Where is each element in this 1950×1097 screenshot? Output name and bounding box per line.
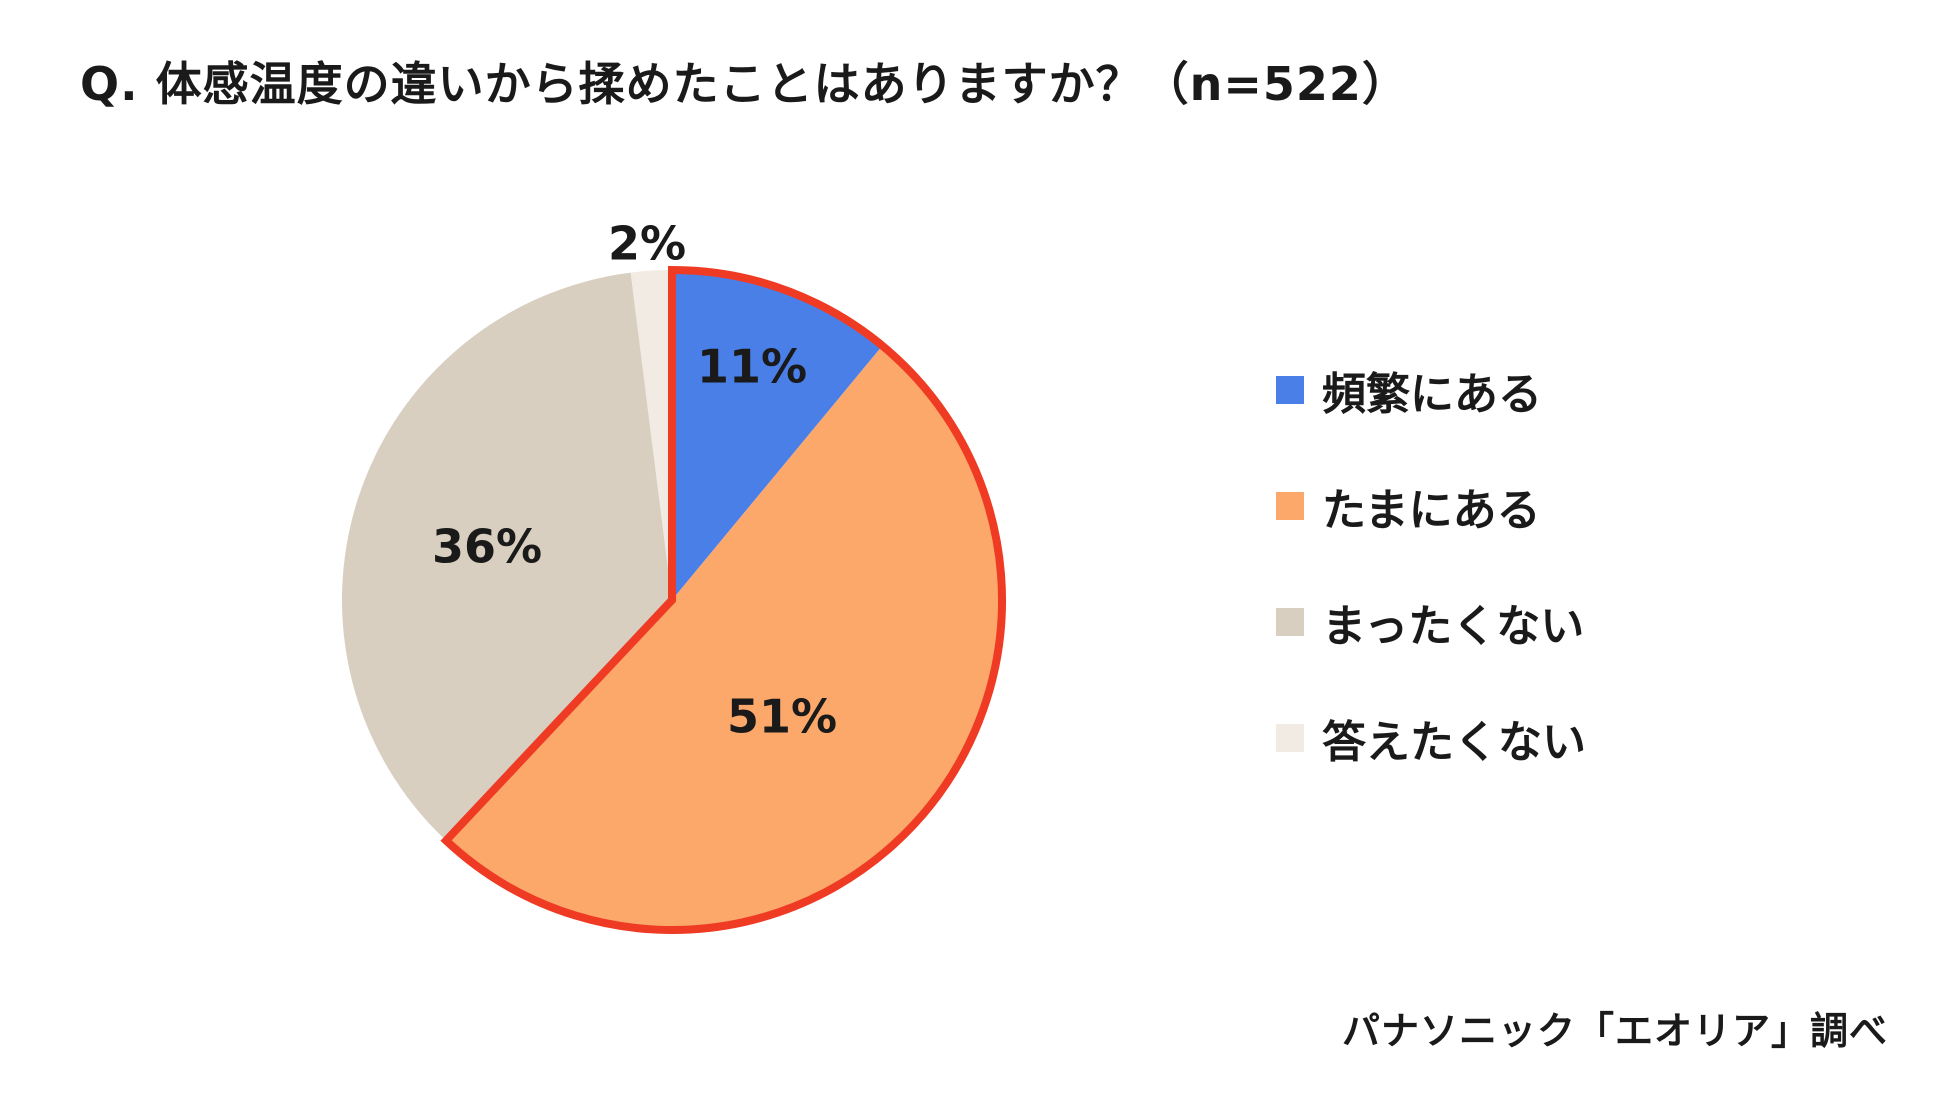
legend-label: まったくない <box>1322 601 1585 652</box>
slice-never <box>342 272 672 841</box>
slice-no-answer <box>630 270 672 600</box>
legend-item-sometimes: たまにある <box>1276 478 1586 536</box>
legend-item-frequent: 頻繁にある <box>1276 362 1586 420</box>
data-label: 11% <box>697 340 807 394</box>
source-credit: パナソニック「エオリア」調べ <box>1341 1009 1888 1053</box>
data-label: 51% <box>727 690 837 744</box>
slice-frequent <box>672 270 883 600</box>
chart-title: Q. 体感温度の違いから揉めたことはありますか？（n=522） <box>80 57 1409 111</box>
legend-item-no-answer: 答えたくない <box>1276 710 1586 768</box>
highlight-outline <box>440 265 1006 934</box>
legend-label: たまにある <box>1322 485 1541 536</box>
data-label: 36% <box>432 520 542 574</box>
legend-label: 頻繁にある <box>1322 369 1542 420</box>
legend-swatch <box>1276 492 1304 520</box>
legend: 頻繁にある たまにある まったくない 答えたくない <box>1276 362 1586 826</box>
data-label: 2% <box>608 217 686 271</box>
slice-sometimes <box>446 345 1003 931</box>
legend-swatch <box>1276 608 1304 636</box>
legend-label: 答えたくない <box>1322 717 1586 768</box>
legend-item-never: まったくない <box>1276 594 1586 652</box>
legend-swatch <box>1276 724 1304 752</box>
legend-swatch <box>1276 376 1304 404</box>
